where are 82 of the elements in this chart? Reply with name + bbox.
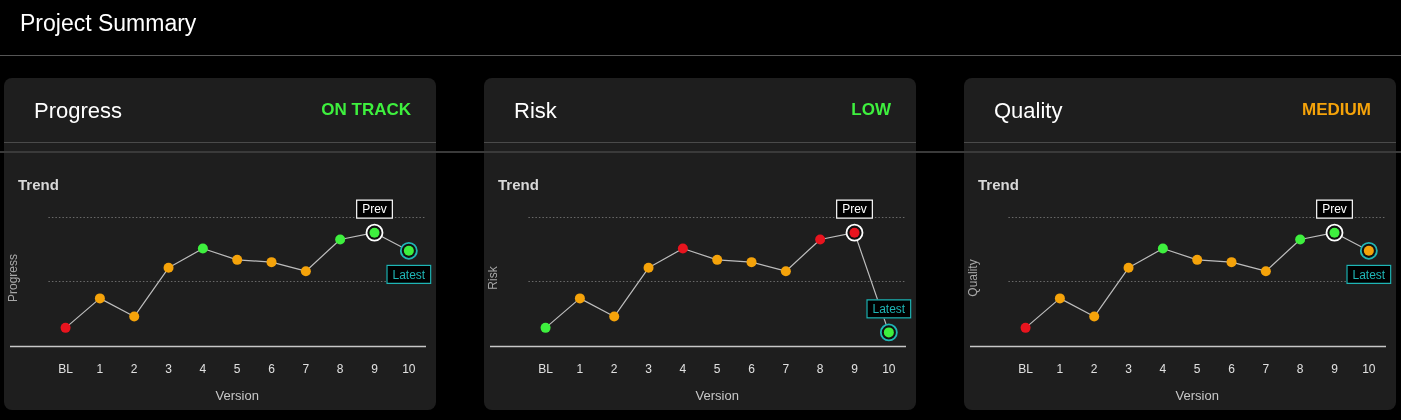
annotation: Latest	[392, 267, 426, 282]
chart-title: Quality	[994, 98, 1063, 124]
point	[780, 266, 791, 277]
point	[163, 262, 174, 273]
point	[712, 254, 723, 265]
x-tick-label: 3	[165, 361, 173, 376]
x-tick-label: 4	[679, 361, 687, 376]
x-tick-label: BL	[538, 361, 554, 376]
x-tick-label: 3	[645, 361, 653, 376]
x-tick-label: 5	[713, 361, 721, 376]
point	[1226, 257, 1237, 268]
point	[746, 257, 757, 268]
y-axis-title: Risk	[485, 265, 500, 290]
point	[1295, 234, 1306, 245]
point	[1192, 254, 1203, 265]
x-tick-label: 9	[371, 361, 379, 376]
x-axis-title: Version	[215, 387, 259, 403]
y-axis-title: Quality	[965, 259, 980, 297]
point	[1020, 322, 1031, 333]
text: Trend	[18, 176, 59, 193]
x-tick-label: 3	[1125, 361, 1133, 376]
x-tick-label: 5	[233, 361, 241, 376]
point	[1089, 311, 1100, 322]
x-tick-label: 7	[782, 361, 790, 376]
chart-title: Progress	[34, 98, 123, 124]
x-tick-label: 10	[882, 361, 896, 376]
point	[60, 322, 71, 333]
x-tick-label: BL	[58, 361, 74, 376]
x-tick-label: 2	[610, 361, 618, 376]
x-tick-label: 5	[1193, 361, 1201, 376]
x-tick-label: 6	[748, 361, 756, 376]
point	[677, 243, 688, 254]
x-axis-title: Version	[695, 387, 739, 403]
point	[1054, 293, 1065, 304]
text: Trend	[978, 176, 1019, 193]
x-tick-label: BL	[1018, 361, 1034, 376]
x-tick-label: 6	[1228, 361, 1236, 376]
point	[574, 293, 585, 304]
point	[197, 243, 208, 254]
point	[1260, 266, 1271, 277]
x-tick-label: 6	[268, 361, 276, 376]
x-tick-label: 4	[1159, 361, 1167, 376]
x-tick-label: 10	[402, 361, 416, 376]
point	[335, 234, 346, 245]
x-axis-title: Version	[1175, 387, 1219, 403]
chart-subtitle: LOW	[851, 100, 891, 120]
x-tick-label: 8	[1296, 361, 1304, 376]
point	[266, 257, 277, 268]
text: Project Summary	[20, 10, 197, 37]
point	[300, 266, 311, 277]
point	[540, 322, 551, 333]
x-tick-label: 7	[302, 361, 310, 376]
x-tick-label: 8	[336, 361, 344, 376]
x-tick-label: 2	[130, 361, 138, 376]
x-tick-label: 1	[576, 361, 584, 376]
x-tick-label: 9	[1331, 361, 1339, 376]
point	[94, 293, 105, 304]
x-tick-label: 1	[96, 361, 104, 376]
annotation: Latest	[872, 302, 906, 317]
y-axis-title: Progress	[5, 253, 20, 303]
x-tick-label: 8	[816, 361, 824, 376]
point	[129, 311, 140, 322]
annotation: Prev	[362, 202, 387, 217]
point	[609, 311, 620, 322]
x-tick-label: 2	[1090, 361, 1098, 376]
x-tick-label: 10	[1362, 361, 1376, 376]
x-tick-label: 9	[851, 361, 859, 376]
chart-title: Risk	[514, 98, 557, 124]
x-tick-label: 7	[1262, 361, 1270, 376]
text: Trend	[498, 176, 539, 193]
point	[1123, 262, 1134, 273]
annotation: Latest	[1352, 267, 1386, 282]
point	[1157, 243, 1168, 254]
x-tick-label: 1	[1056, 361, 1064, 376]
annotation: Prev	[1322, 202, 1347, 217]
chart-subtitle: MEDIUM	[1302, 100, 1371, 120]
point	[815, 234, 826, 245]
chart-subtitle: ON TRACK	[321, 100, 411, 120]
annotation: Prev	[842, 202, 867, 217]
point	[643, 262, 654, 273]
point	[232, 254, 243, 265]
x-tick-label: 4	[199, 361, 207, 376]
